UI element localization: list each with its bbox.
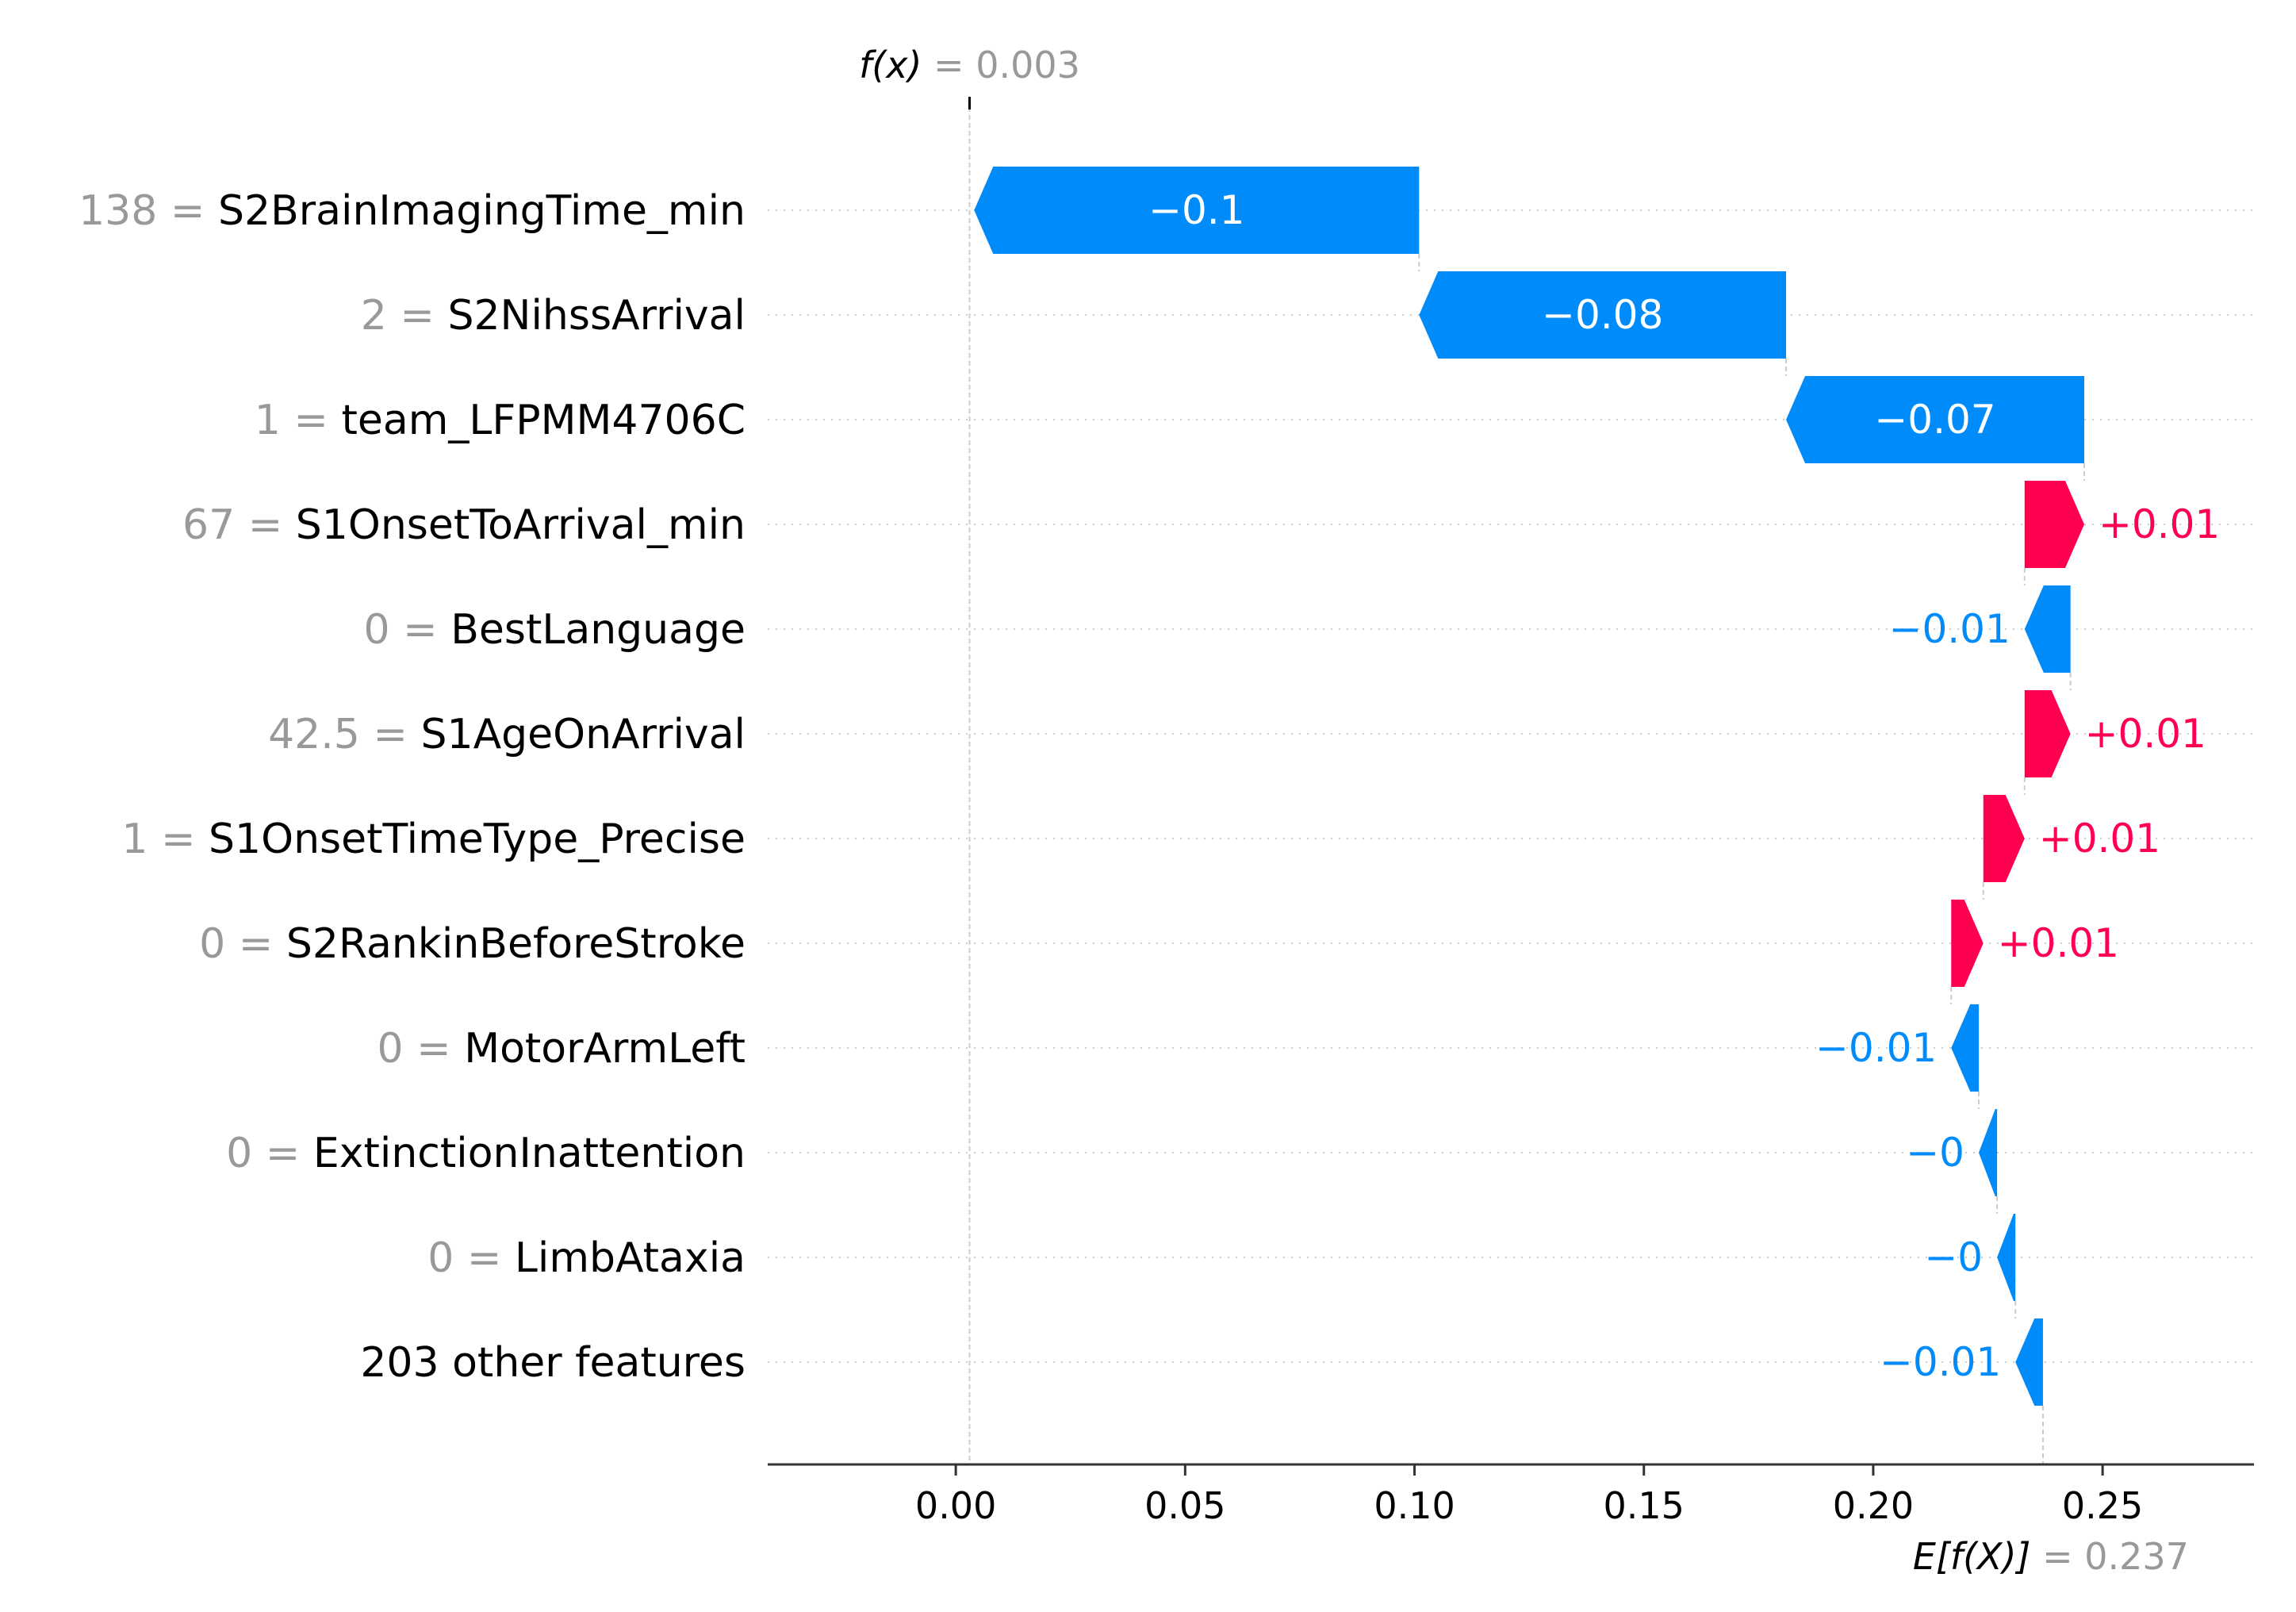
bars <box>974 167 2084 1406</box>
waterfall-bar <box>1951 900 1984 987</box>
bar-value-label: −0.07 <box>1874 397 1995 443</box>
connector-lines <box>968 99 2085 1464</box>
feature-name: S1OnsetToArrival_min <box>296 501 746 549</box>
x-tick-label: 0.20 <box>1833 1484 1914 1527</box>
feature-name: MotorArmLeft <box>464 1025 746 1073</box>
feature-label: 138 = S2BrainImagingTime_min <box>79 187 746 235</box>
feature-name: LimbAtaxia <box>515 1234 746 1282</box>
waterfall-bar <box>1978 1109 1998 1196</box>
x-axis: 0.00 0.05 0.10 0.15 0.20 0.25 E[f(X)] = 0.237 <box>768 1463 2254 1578</box>
waterfall-bar <box>2024 481 2084 568</box>
feature-label: 203 other features <box>360 1339 746 1387</box>
feature-label: 2 = S2NihssArrival <box>361 292 746 340</box>
efx-symbol: E[f(X)] <box>1913 1535 2031 1578</box>
fx-symbol: f(x) <box>859 44 922 86</box>
waterfall-bar <box>2024 690 2071 777</box>
feature-name: S2RankinBeforeStroke <box>286 920 746 968</box>
feature-value: 2 = <box>361 292 448 340</box>
bar-value-label: −0.1 <box>1148 187 1244 233</box>
feature-value: 0 = <box>377 1025 464 1073</box>
feature-label: 0 = LimbAtaxia <box>427 1234 746 1282</box>
feature-label: 67 = S1OnsetToArrival_min <box>182 501 746 549</box>
waterfall-bar <box>1951 1004 1979 1092</box>
feature-labels: −0.1 138 = S2BrainImagingTime_min −0.08 2 =… <box>79 187 2220 1387</box>
bar-value-label: +0.01 <box>2099 501 2220 547</box>
feature-value: 0 = <box>364 606 451 654</box>
waterfall-bar <box>1983 795 2025 882</box>
waterfall-bar <box>974 167 1420 254</box>
feature-value: 42.5 = <box>268 711 420 758</box>
waterfall-bar <box>2024 585 2071 673</box>
bar-value-label: +0.01 <box>1998 920 2119 966</box>
bar-value-label: +0.01 <box>2085 711 2206 757</box>
bar-value-label: −0 <box>1906 1130 1964 1176</box>
bar-value-label: +0.01 <box>2039 816 2160 862</box>
feature-value: 1 = <box>121 816 209 863</box>
feature-label: 1 = S1OnsetTimeType_Precise <box>121 816 746 863</box>
feature-name: S1AgeOnArrival <box>421 711 746 758</box>
feature-name: BestLanguage <box>450 606 746 654</box>
feature-label: 0 = BestLanguage <box>364 606 746 654</box>
x-tick-label: 0.25 <box>2062 1484 2143 1527</box>
bar-value-label: −0.08 <box>1542 292 1663 338</box>
waterfall-bar <box>1997 1214 2016 1301</box>
feature-name: S1OnsetTimeType_Precise <box>209 816 746 863</box>
bar-value-label: −0 <box>1924 1234 1983 1280</box>
feature-value: 1 = <box>255 397 342 444</box>
x-tick-label: 0.00 <box>915 1484 996 1527</box>
feature-label: 1 = team_LFPMM4706C <box>255 397 746 444</box>
feature-name: S2NihssArrival <box>447 292 746 340</box>
fx-value: = 0.003 <box>922 44 1079 86</box>
feature-label: 42.5 = S1AgeOnArrival <box>268 711 746 758</box>
waterfall-bar <box>2015 1318 2043 1406</box>
feature-value: 0 = <box>199 920 286 968</box>
bar-value-label: −0.01 <box>1815 1025 1937 1071</box>
feature-value: 67 = <box>182 501 296 549</box>
feature-label: 0 = MotorArmLeft <box>377 1025 746 1073</box>
feature-value: 0 = <box>226 1130 313 1177</box>
feature-value: 0 = <box>427 1234 515 1282</box>
efx-value: = 0.237 <box>2030 1535 2188 1578</box>
bar-value-label: −0.01 <box>1889 606 2010 652</box>
bar-value-label: −0.01 <box>1880 1339 2001 1385</box>
fx-annotation: f(x) = 0.003 <box>859 44 1080 109</box>
waterfall-bar <box>1419 271 1787 359</box>
feature-name: team_LFPMM4706C <box>341 397 746 444</box>
waterfall-bar <box>1786 376 2084 463</box>
feature-name: S2BrainImagingTime_min <box>218 187 746 235</box>
efx-label: E[f(X)] = 0.237 <box>1913 1535 2189 1578</box>
feature-name: ExtinctionInattention <box>313 1130 746 1177</box>
feature-value: 138 = <box>79 187 218 235</box>
feature-label: 0 = S2RankinBeforeStroke <box>199 920 746 968</box>
x-tick-label: 0.10 <box>1374 1484 1455 1527</box>
feature-name: 203 other features <box>360 1339 746 1387</box>
fx-label: f(x) = 0.003 <box>859 44 1080 86</box>
feature-label: 0 = ExtinctionInattention <box>226 1130 746 1177</box>
x-tick-label: 0.05 <box>1144 1484 1225 1527</box>
x-tick-label: 0.15 <box>1604 1484 1685 1527</box>
